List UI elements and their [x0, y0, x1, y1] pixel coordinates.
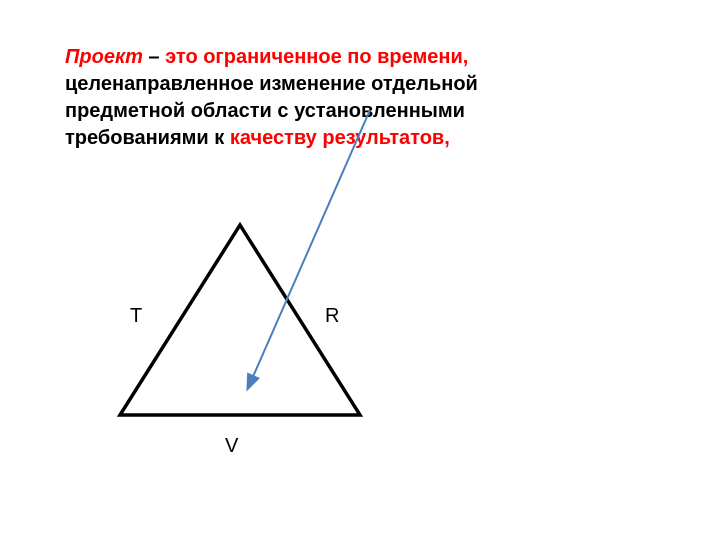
vertex-label-T: T: [130, 305, 142, 328]
triangle-polygon: [120, 225, 360, 415]
triangle-diagram: T R V: [100, 200, 400, 470]
line1-highlight: это ограниченное по времени,: [165, 46, 468, 68]
definition-text: Проект – это ограниченное по времени, це…: [65, 44, 565, 152]
term-word: Проект: [65, 46, 143, 68]
separator: –: [143, 46, 165, 68]
quality-highlight: качеству результатов,: [230, 127, 450, 149]
vertex-label-R: R: [325, 305, 339, 328]
vertex-label-V: V: [225, 435, 238, 458]
